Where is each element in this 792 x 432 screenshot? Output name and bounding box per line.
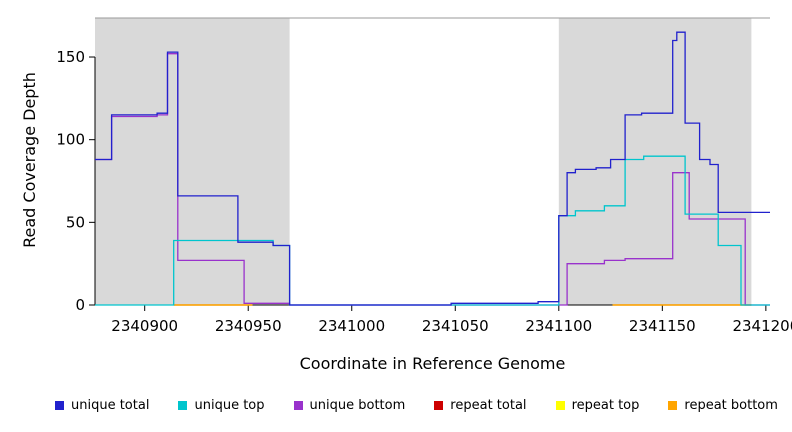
y-tick-label: 50 — [66, 213, 85, 231]
legend-swatch — [178, 401, 188, 410]
y-tick-label: 0 — [75, 296, 85, 314]
coverage-chart-canvas: 2340900 2340950 2341000 2341050 2341100 23411… — [56, 17, 792, 335]
shaded-region — [95, 18, 290, 305]
legend-label: unique bottom — [309, 398, 406, 413]
legend-item: unique top — [178, 398, 265, 413]
legend-swatch — [668, 401, 678, 410]
shaded-region — [558, 18, 752, 305]
x-tick-label: 2340900 — [111, 317, 178, 335]
legend-label: repeat total — [450, 398, 527, 413]
legend-swatch — [555, 401, 565, 410]
legend-label: unique top — [194, 398, 265, 413]
legend-label: repeat top — [571, 398, 640, 413]
legend-item: unique total — [55, 398, 149, 413]
x-tick-label: 2340950 — [215, 317, 282, 335]
x-tick-label: 2341150 — [629, 317, 696, 335]
x-tick-label: 2341050 — [422, 317, 489, 335]
legend-swatch — [434, 401, 444, 410]
y-tick-label: 150 — [56, 48, 85, 66]
series-unique-total — [95, 31, 770, 306]
y-axis-title: Read Coverage Depth — [20, 72, 39, 248]
legend-swatch — [293, 401, 303, 410]
legend-item: repeat total — [434, 398, 527, 413]
legend-label: repeat bottom — [684, 398, 778, 413]
legend-item: repeat top — [555, 398, 640, 413]
legend-item: repeat bottom — [668, 398, 778, 413]
x-tick-label: 2341100 — [525, 317, 592, 335]
y-tick-label: 100 — [56, 131, 85, 149]
x-axis-title: Coordinate in Reference Genome — [299, 354, 566, 373]
legend-item: unique bottom — [293, 398, 406, 413]
legend-swatch — [55, 401, 64, 410]
legend-label: unique total — [71, 398, 150, 413]
chart-legend: unique total unique top unique bottom repea… — [0, 398, 792, 413]
x-tick-label: 2341000 — [318, 317, 385, 335]
